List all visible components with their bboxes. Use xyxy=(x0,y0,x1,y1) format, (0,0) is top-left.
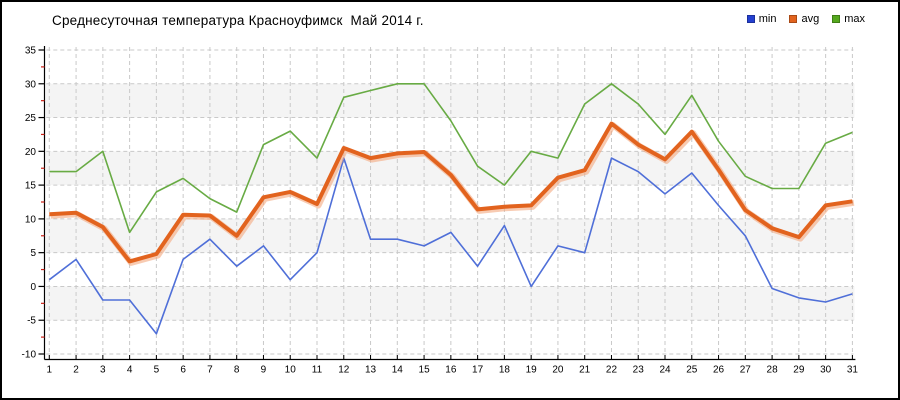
plot-band xyxy=(46,286,855,321)
x-tick-label: 24 xyxy=(659,365,671,376)
x-tick-label: 2 xyxy=(73,365,79,376)
x-tick-label: 18 xyxy=(499,365,511,376)
legend-item-min: min xyxy=(746,13,777,25)
x-tick-label: 1 xyxy=(47,365,53,376)
x-tick-label: 16 xyxy=(445,365,457,376)
x-tick-label: 23 xyxy=(633,365,645,376)
x-tick-label: 6 xyxy=(180,365,186,376)
y-axis: 35 30 25 20 15 10 5 0 -5 -10 xyxy=(22,46,46,361)
x-tick-label: 22 xyxy=(606,365,618,376)
x-tick-label: 15 xyxy=(419,365,431,376)
series-max xyxy=(49,83,853,234)
legend-label: avg xyxy=(801,13,820,25)
y-tick-label: -10 xyxy=(22,350,37,361)
avg-line xyxy=(49,121,853,264)
y-tick-label: 20 xyxy=(25,147,37,158)
x-tick-label: 26 xyxy=(713,365,725,376)
x-tick-label: 7 xyxy=(207,365,213,376)
min-series-swatch-icon xyxy=(746,15,755,23)
legend-item-max: max xyxy=(832,13,865,25)
y-tick-label: 30 xyxy=(25,79,37,90)
x-tick-label: 12 xyxy=(338,365,350,376)
y-tick-label: 5 xyxy=(30,248,36,259)
x-tick-label: 21 xyxy=(579,365,591,376)
x-tick-label: 17 xyxy=(472,365,484,376)
x-tick-label: 31 xyxy=(847,365,859,376)
x-tick-label: 25 xyxy=(686,365,698,376)
x-tick-label: 28 xyxy=(767,365,779,376)
y-tick-label: 15 xyxy=(25,181,37,192)
x-tick-label: 13 xyxy=(365,365,377,376)
min-line xyxy=(48,157,853,335)
plot-bands xyxy=(46,83,855,321)
series-avg xyxy=(49,121,855,266)
x-tick-label: 10 xyxy=(285,365,297,376)
x-tick-label: 11 xyxy=(312,365,323,376)
y-tick-label: -5 xyxy=(27,316,36,327)
x-tick-label: 14 xyxy=(392,365,404,376)
series-min xyxy=(48,157,853,335)
grid-lines xyxy=(46,47,854,360)
x-tick-label: 30 xyxy=(820,365,832,376)
legend-label: max xyxy=(844,13,865,25)
x-tick-label: 27 xyxy=(740,365,752,376)
x-axis: 1 2 3 4 5 6 7 8 9 10 11 12 13 14 15 16 17 18 19 20 21 22 23 24 2… xyxy=(44,355,859,376)
chart-title: Среднесуточная температура Красноуфимск … xyxy=(52,13,424,28)
max-line xyxy=(49,83,853,234)
avg-series-swatch-icon xyxy=(789,15,798,23)
x-tick-label: 4 xyxy=(127,365,133,376)
legend-item-avg: avg xyxy=(789,13,819,25)
plot-band xyxy=(46,83,855,118)
legend-label: min xyxy=(758,13,777,25)
x-tick-label: 3 xyxy=(100,365,106,376)
x-tick-label: 8 xyxy=(234,365,240,376)
y-tick-label: 35 xyxy=(25,46,37,57)
x-tick-label: 20 xyxy=(552,365,564,376)
x-tick-label: 19 xyxy=(526,365,538,376)
y-tick-label: 10 xyxy=(25,214,37,225)
x-tick-label: 5 xyxy=(154,365,160,376)
plot-band xyxy=(46,151,855,186)
y-tick-label: 0 xyxy=(30,282,36,293)
max-series-swatch-icon xyxy=(832,15,841,23)
x-tick-label: 29 xyxy=(793,365,805,376)
x-tick-label: 9 xyxy=(261,365,267,376)
legend: min avg max xyxy=(746,13,865,25)
y-tick-label: 25 xyxy=(25,113,37,124)
